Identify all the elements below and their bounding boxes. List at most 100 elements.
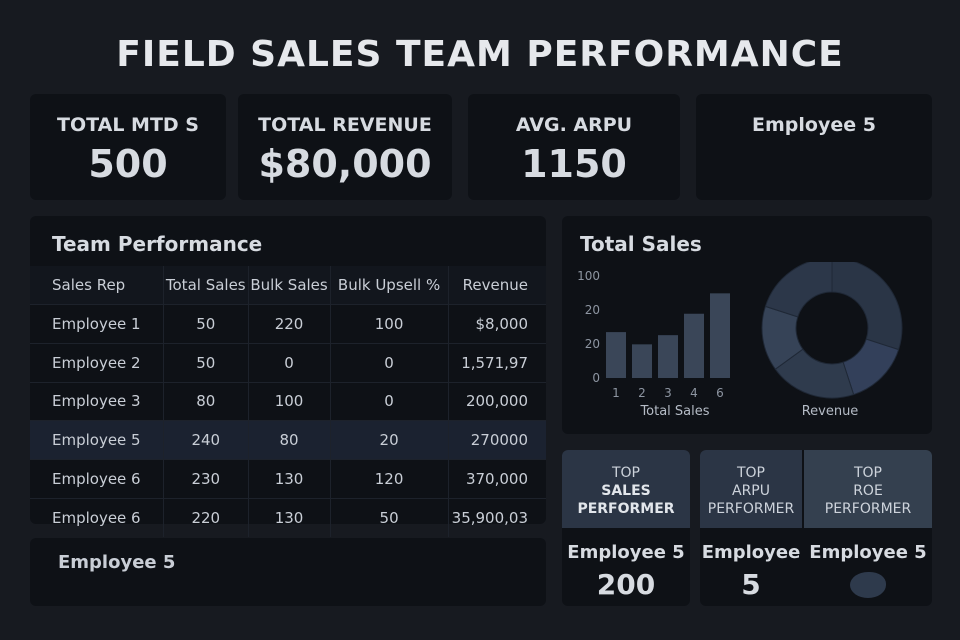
x-tick-label: 6 bbox=[716, 386, 724, 400]
bar[interactable] bbox=[658, 335, 678, 378]
table-cell: Employee 1 bbox=[30, 304, 164, 344]
y-tick-label: 20 bbox=[585, 303, 600, 317]
kpi-card-total-revenue: TOTAL REVENUE $80,000 bbox=[238, 94, 452, 200]
table-cell: 120 bbox=[329, 459, 449, 499]
donut-slice[interactable] bbox=[764, 262, 833, 318]
table-cell: 270000 bbox=[447, 420, 546, 460]
table-cell: Employee 6 bbox=[30, 459, 164, 499]
performer-name: Employee bbox=[701, 542, 801, 563]
bar[interactable] bbox=[684, 313, 704, 378]
kpi-value: 500 bbox=[88, 142, 168, 186]
table-header-row: Sales Rep Total Sales Bulk Sales Bulk Up… bbox=[30, 266, 546, 305]
table-row[interactable]: Employee 3 80 100 0 200,000 bbox=[30, 381, 546, 421]
table-cell: 220 bbox=[247, 304, 331, 344]
kpi-label: TOTAL MTD S bbox=[57, 114, 199, 136]
column-header[interactable]: Total Sales bbox=[163, 266, 249, 305]
panel-title: Total Sales bbox=[580, 232, 702, 256]
panel-title: Team Performance bbox=[52, 232, 263, 256]
performer-value: 5 bbox=[741, 568, 761, 601]
bar[interactable] bbox=[606, 332, 626, 378]
kpi-value: $80,000 bbox=[258, 142, 432, 186]
table-cell: 220 bbox=[163, 497, 249, 537]
column-header[interactable]: Bulk Upsell % bbox=[329, 266, 449, 305]
x-tick-label: 4 bbox=[690, 386, 698, 400]
top-roe-performer-header: TOP ROE PERFORMER bbox=[804, 450, 932, 528]
header-line: PERFORMER bbox=[824, 501, 912, 517]
kpi-value: 1150 bbox=[521, 142, 627, 186]
header-line: ROE bbox=[853, 483, 883, 499]
top-sales-performer-card: TOP SALES PERFORMER Employee 5 200 bbox=[562, 450, 690, 606]
x-tick-label: 1 bbox=[612, 386, 620, 400]
table-row[interactable]: Employee 5 240 80 20 270000 bbox=[30, 420, 546, 460]
table-cell: 50 bbox=[163, 342, 249, 383]
table-cell: 80 bbox=[163, 381, 249, 421]
table-row[interactable]: Employee 6 220 130 50 35,900,03 bbox=[30, 497, 546, 537]
donut-slice[interactable] bbox=[831, 262, 903, 351]
y-tick-label: 100 bbox=[577, 269, 600, 283]
header-line: PERFORMER bbox=[577, 501, 675, 517]
header-line: TOP bbox=[853, 465, 882, 481]
table-cell: 130 bbox=[247, 459, 331, 499]
table-cell: 240 bbox=[163, 420, 249, 460]
header-line: ARPU bbox=[732, 483, 770, 499]
column-header[interactable]: Revenue bbox=[447, 266, 546, 305]
table-cell: $8,000 bbox=[447, 304, 546, 344]
performer-blob-icon bbox=[850, 572, 886, 598]
table-cell: 0 bbox=[247, 342, 331, 383]
table-cell: 0 bbox=[329, 381, 449, 421]
bar[interactable] bbox=[632, 344, 652, 378]
team-performance-panel: Team Performance Sales Rep Total Sales B… bbox=[30, 216, 546, 537]
table-row[interactable]: Employee 1 50 220 100 $8,000 bbox=[30, 304, 546, 344]
table-cell: 130 bbox=[247, 497, 331, 537]
header-line: TOP bbox=[736, 465, 765, 481]
table-cell: 0 bbox=[329, 342, 449, 383]
performer-name: Employee 5 bbox=[567, 542, 685, 563]
header-line: TOP bbox=[611, 465, 640, 481]
kpi-card-employee: Employee 5 bbox=[696, 94, 932, 200]
bottom-left-label: Employee 5 bbox=[58, 552, 176, 573]
arpu-performer-block: Employee 5 bbox=[700, 450, 802, 606]
table-cell: 200,000 bbox=[447, 381, 546, 421]
kpi-label: AVG. ARPU bbox=[515, 114, 633, 136]
header-line: SALES bbox=[601, 483, 651, 499]
table-cell: Employee 5 bbox=[30, 420, 164, 460]
performer-name: Employee 5 bbox=[809, 542, 927, 563]
table-cell: 35,900,03 bbox=[447, 497, 546, 537]
kpi-card-avg-arpu: AVG. ARPU 1150 bbox=[468, 94, 680, 200]
header-line: PERFORMER bbox=[707, 501, 795, 517]
bar-chart-caption: Total Sales bbox=[640, 404, 710, 419]
table-cell: 100 bbox=[329, 304, 449, 344]
table-cell: 370,000 bbox=[447, 459, 546, 499]
column-header[interactable]: Bulk Sales bbox=[247, 266, 331, 305]
performer-value: 200 bbox=[596, 568, 656, 601]
table-cell: 100 bbox=[247, 381, 331, 421]
table-cell: 50 bbox=[163, 304, 249, 344]
table-row[interactable]: Employee 2 50 0 0 1,571,97 bbox=[30, 342, 546, 383]
roe-performer-block: Employee 5 bbox=[804, 450, 932, 606]
top-sales-performer-header: TOP SALES PERFORMER bbox=[562, 450, 690, 528]
revenue-donut-chart bbox=[761, 262, 903, 399]
top-arpu-roe-card: TOP ARPU PERFORMER TOP ROE PERFORMER Emp… bbox=[700, 450, 932, 606]
table-cell: 1,571,97 bbox=[447, 342, 546, 383]
kpi-label: Employee 5 bbox=[752, 114, 876, 136]
y-tick-label: 0 bbox=[592, 371, 600, 385]
bottom-left-card: Employee 5 bbox=[30, 538, 546, 606]
kpi-card-total-mtd: TOTAL MTD S 500 bbox=[30, 94, 226, 200]
page-title: FIELD SALES TEAM PERFORMANCE bbox=[116, 34, 844, 75]
bar[interactable] bbox=[710, 293, 730, 378]
table-row[interactable]: Employee 6 230 130 120 370,000 bbox=[30, 459, 546, 499]
donut-chart-caption: Revenue bbox=[801, 404, 859, 419]
table-cell: Employee 2 bbox=[30, 342, 164, 383]
top-arpu-performer-header: TOP ARPU PERFORMER bbox=[700, 450, 802, 528]
x-tick-label: 3 bbox=[664, 386, 672, 400]
total-sales-panel: Total Sales 0 20 20 100 1 2 3 4 6 Total Sales Re… bbox=[562, 216, 932, 434]
table-cell: 230 bbox=[163, 459, 249, 499]
team-performance-table: Sales Rep Total Sales Bulk Sales Bulk Up… bbox=[30, 266, 546, 537]
total-sales-bar-chart: 0 20 20 100 1 2 3 4 6 bbox=[577, 269, 730, 400]
table-cell: 80 bbox=[247, 420, 331, 460]
kpi-label: TOTAL REVENUE bbox=[258, 114, 432, 136]
table-cell: 50 bbox=[329, 497, 449, 537]
table-cell: Employee 3 bbox=[30, 381, 164, 421]
x-tick-label: 2 bbox=[638, 386, 646, 400]
column-header[interactable]: Sales Rep bbox=[30, 266, 164, 305]
